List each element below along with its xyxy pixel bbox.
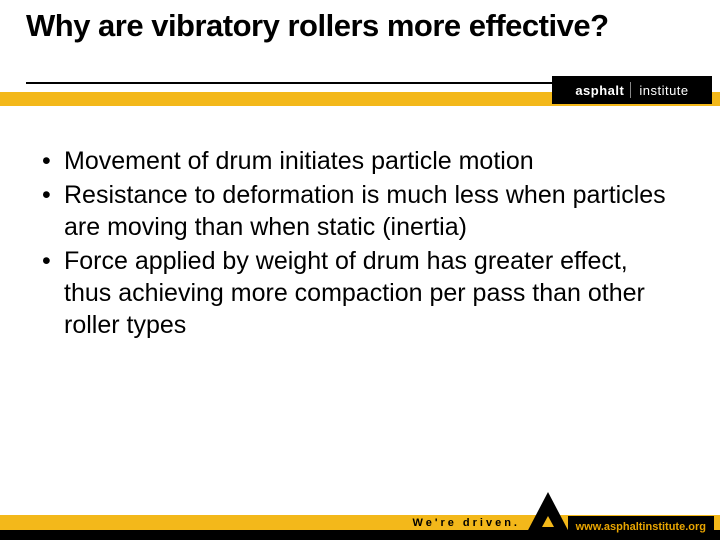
bullet-marker: • xyxy=(40,179,64,211)
logo-text-bold: asphalt xyxy=(575,83,624,98)
footer-logo-triangle-icon xyxy=(526,492,570,534)
footer-tagline: We're driven. xyxy=(413,517,520,529)
title-underline xyxy=(26,82,606,84)
bullet-text: Movement of drum initiates particle moti… xyxy=(64,145,680,177)
logo-divider xyxy=(630,82,631,98)
slide-footer: We're driven. www.asphaltinstitute.org xyxy=(0,502,720,540)
brand-logo-badge: asphalt institute xyxy=(552,76,712,104)
slide-header: Why are vibratory rollers more effective… xyxy=(0,0,720,110)
bullet-item: • Movement of drum initiates particle mo… xyxy=(40,145,680,177)
bullet-marker: • xyxy=(40,245,64,277)
bullet-item: • Force applied by weight of drum has gr… xyxy=(40,245,680,341)
footer-url: www.asphaltinstitute.org xyxy=(568,516,714,538)
logo-text-light: institute xyxy=(639,83,688,98)
slide-title: Why are vibratory rollers more effective… xyxy=(0,0,720,44)
slide-body: • Movement of drum initiates particle mo… xyxy=(0,110,720,341)
bullet-text: Force applied by weight of drum has grea… xyxy=(64,245,680,341)
bullet-list: • Movement of drum initiates particle mo… xyxy=(40,145,680,341)
bullet-item: • Resistance to deformation is much less… xyxy=(40,179,680,243)
bullet-marker: • xyxy=(40,145,64,177)
bullet-text: Resistance to deformation is much less w… xyxy=(64,179,680,243)
